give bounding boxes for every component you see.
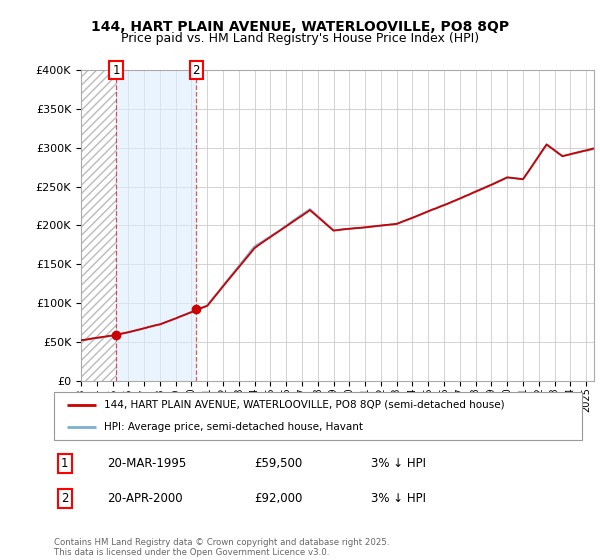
Text: 3% ↓ HPI: 3% ↓ HPI [371,457,426,470]
Text: Contains HM Land Registry data © Crown copyright and database right 2025.
This d: Contains HM Land Registry data © Crown c… [54,538,389,557]
Text: 20-APR-2000: 20-APR-2000 [107,492,182,505]
Text: 144, HART PLAIN AVENUE, WATERLOOVILLE, PO8 8QP (semi-detached house): 144, HART PLAIN AVENUE, WATERLOOVILLE, P… [104,400,505,410]
Bar [116,70,196,381]
Text: 1: 1 [61,457,68,470]
Text: HPI: Average price, semi-detached house, Havant: HPI: Average price, semi-detached house,… [104,422,363,432]
Text: Price paid vs. HM Land Registry's House Price Index (HPI): Price paid vs. HM Land Registry's House … [121,32,479,45]
Text: 144, HART PLAIN AVENUE, WATERLOOVILLE, PO8 8QP: 144, HART PLAIN AVENUE, WATERLOOVILLE, P… [91,20,509,34]
Text: 2: 2 [193,63,200,77]
Text: £92,000: £92,000 [254,492,303,505]
Text: 2: 2 [61,492,68,505]
Text: 3% ↓ HPI: 3% ↓ HPI [371,492,426,505]
Text: £59,500: £59,500 [254,457,303,470]
Text: 20-MAR-1995: 20-MAR-1995 [107,457,186,470]
FancyBboxPatch shape [54,392,582,440]
Text: 1: 1 [112,63,120,77]
Bar [81,70,116,381]
